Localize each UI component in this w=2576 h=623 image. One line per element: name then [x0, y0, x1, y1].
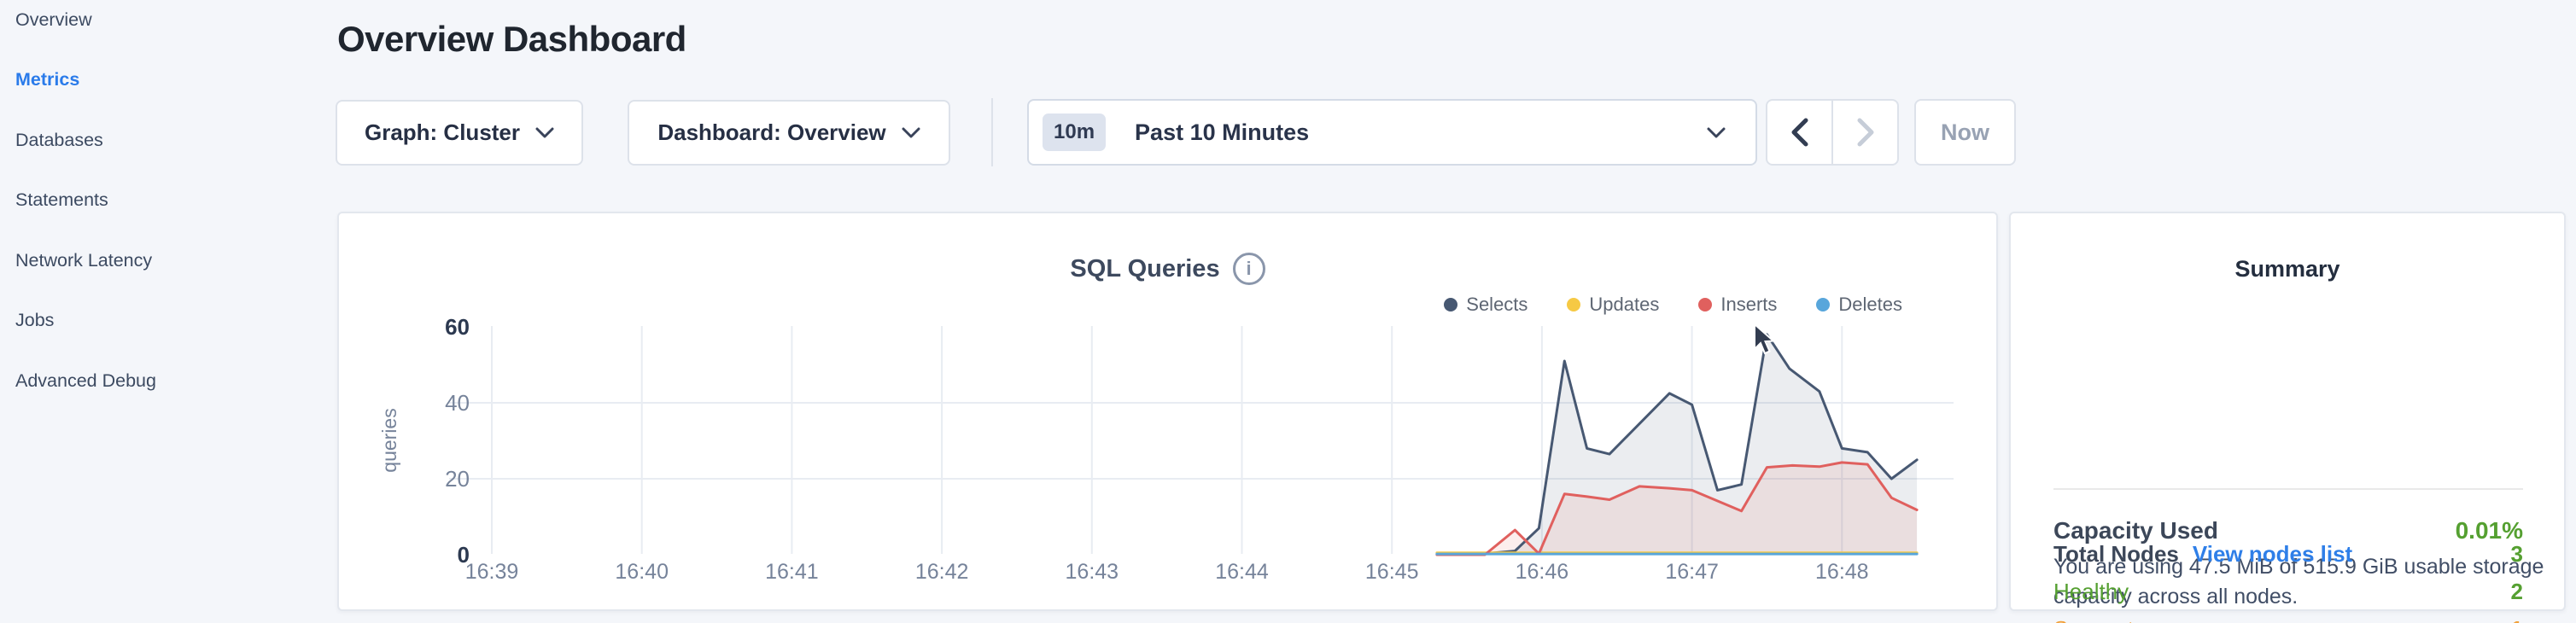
legend-dot [1567, 298, 1581, 312]
sidebar-item-jobs[interactable]: Jobs [15, 310, 55, 330]
svg-text:16:42: 16:42 [915, 560, 969, 584]
summary-panel: Summary Capacity Used 0.01% You are usin… [2009, 212, 2566, 623]
svg-text:60: 60 [445, 314, 470, 340]
summary-row-value: 2 [2510, 578, 2523, 604]
page-title: Overview Dashboard [337, 19, 686, 59]
legend-label: Selects [1466, 294, 1528, 315]
chart-title: SQL Queries [1070, 254, 1220, 282]
svg-text:16:46: 16:46 [1516, 560, 1569, 584]
sql-queries-chart-panel: SQL Queries i Selects Updates Inserts Delet… [337, 212, 1998, 611]
time-range-badge: 10m [1043, 114, 1107, 151]
sidebar-item-statements[interactable]: Statements [15, 189, 108, 210]
legend-label: Deletes [1838, 294, 1902, 315]
svg-text:16:40: 16:40 [615, 560, 669, 584]
summary-row-label: Suspect [2053, 616, 2134, 623]
legend-item-inserts: Inserts [1698, 294, 1777, 316]
svg-text:16:41: 16:41 [765, 560, 819, 584]
svg-text:16:43: 16:43 [1066, 560, 1119, 584]
time-step-back-button[interactable] [1767, 101, 1833, 164]
sidebar-item-network-latency[interactable]: Network Latency [15, 250, 153, 271]
chart-legend: Selects Updates Inserts Deletes [1444, 294, 1902, 316]
time-range-dropdown[interactable]: 10m Past 10 Minutes [1027, 99, 1757, 166]
svg-text:16:45: 16:45 [1365, 560, 1419, 584]
time-step-forward-button[interactable] [1833, 101, 1897, 164]
svg-text:20: 20 [445, 466, 470, 492]
svg-text:16:39: 16:39 [465, 560, 519, 584]
summary-title: Summary [2234, 256, 2340, 282]
summary-divider [2053, 488, 2523, 490]
graph-dropdown-label: Graph: Cluster [364, 119, 521, 145]
svg-text:16:48: 16:48 [1815, 560, 1869, 584]
legend-item-deletes: Deletes [1816, 294, 1902, 316]
chevron-down-icon [535, 127, 554, 137]
capacity-value: 0.01% [2455, 517, 2523, 544]
dashboard-dropdown-label: Dashboard: Overview [657, 119, 886, 145]
graph-dropdown[interactable]: Graph: Cluster [336, 100, 583, 166]
summary-row-label: Healthy [2053, 578, 2129, 604]
info-icon[interactable]: i [1232, 253, 1265, 285]
legend-label: Inserts [1720, 294, 1778, 315]
sidebar-item-metrics[interactable]: Metrics [15, 69, 80, 90]
time-step-buttons [1766, 99, 1899, 166]
capacity-description-line1: You are using 47.5 MiB of 515.9 GiB usab… [2053, 555, 2544, 579]
view-nodes-list-link[interactable]: View nodes list [2192, 540, 2353, 567]
sidebar-item-advanced-debug[interactable]: Advanced Debug [15, 370, 156, 391]
summary-row-label: Total Nodes [2053, 540, 2179, 567]
legend-label: Updates [1589, 294, 1660, 315]
svg-text:16:44: 16:44 [1215, 560, 1269, 584]
chart-header: SQL Queries i [339, 253, 1996, 285]
summary-row-value: 1 [2511, 616, 2523, 623]
legend-dot [1444, 298, 1458, 312]
sql-queries-chart[interactable]: 16:39 16:40 16:41 16:42 16:43 16:44 16:45 16:46… [339, 213, 1996, 609]
chevron-left-icon [1791, 118, 1808, 147]
chevron-down-icon [1707, 127, 1726, 138]
summary-row-healthy: Healthy 2 [2053, 577, 2523, 606]
chevron-right-icon [1857, 118, 1873, 147]
capacity-description-line2: capacity across all nodes. [2053, 585, 2299, 608]
summary-row-total-nodes: Total Nodes View nodes list 3 [2053, 539, 2523, 568]
toolbar-divider [991, 98, 993, 166]
mouse-cursor [1754, 323, 1776, 355]
legend-dot [1816, 298, 1831, 312]
chevron-down-icon [902, 127, 920, 137]
summary-row-value: 3 [2510, 540, 2523, 567]
sidebar-item-overview[interactable]: Overview [15, 9, 92, 30]
capacity-row: Capacity Used 0.01% [2053, 517, 2523, 544]
now-button[interactable]: Now [1914, 99, 2016, 166]
legend-dot [1698, 298, 1713, 312]
sidebar-item-databases[interactable]: Databases [15, 130, 103, 150]
legend-item-updates: Updates [1567, 294, 1659, 316]
svg-text:0: 0 [458, 542, 470, 568]
svg-text:16:47: 16:47 [1665, 560, 1719, 584]
capacity-label: Capacity Used [2053, 517, 2218, 544]
svg-text:40: 40 [445, 390, 470, 416]
dashboard-dropdown[interactable]: Dashboard: Overview [628, 100, 950, 166]
legend-item-selects: Selects [1444, 294, 1527, 316]
time-range-label: Past 10 Minutes [1135, 119, 1310, 145]
svg-text:queries: queries [378, 408, 400, 472]
summary-row-suspect: Suspect 1 [2053, 614, 2523, 623]
